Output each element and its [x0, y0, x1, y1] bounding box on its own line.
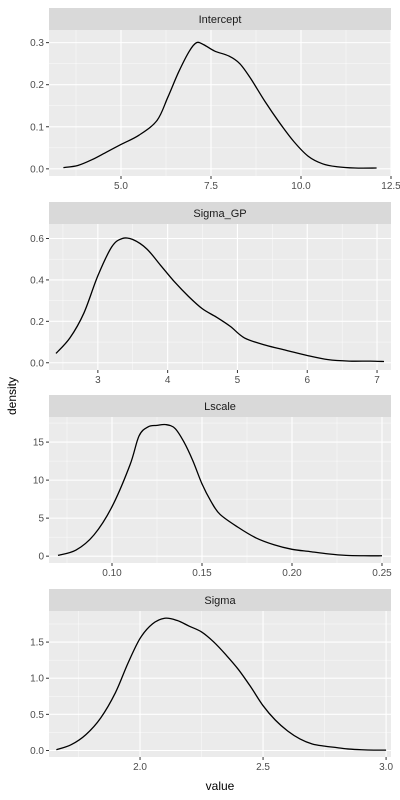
panel-background — [49, 417, 391, 563]
facet-strip — [49, 8, 391, 30]
x-tick-label: 2.0 — [133, 762, 147, 773]
facet-strip-title: Sigma — [204, 595, 236, 607]
y-tick-label: 0.0 — [30, 358, 44, 369]
y-tick-label: 0.0 — [30, 746, 44, 757]
facet-strip-title: Intercept — [199, 14, 242, 26]
facet-panel-sigma-gp: Sigma_GP 3 4 5 6 7 0.0 0.2 0.4 0.6 — [30, 202, 391, 386]
panel-background — [49, 611, 391, 757]
x-tick-label: 4 — [165, 375, 171, 386]
y-tick-label: 1.0 — [30, 674, 44, 685]
y-tick-label: 15 — [33, 438, 45, 449]
y-tick-label: 0.6 — [30, 234, 44, 245]
y-tick-label: 0.4 — [30, 275, 44, 286]
y-tick-label: 0.2 — [30, 80, 44, 91]
x-tick-label: 3.0 — [379, 762, 393, 773]
y-axis-title: density — [5, 377, 19, 415]
y-tick-label: 0 — [38, 552, 44, 563]
x-tick-label: 10.0 — [291, 181, 311, 192]
x-tick-label: 7.5 — [204, 181, 218, 192]
x-tick-label: 6 — [304, 375, 310, 386]
facet-panels: Intercept 5.0 7.5 10.0 12.5 0.0 0.1 0.2 0.3 Sigma… — [30, 8, 400, 773]
x-tick-label: 2.5 — [256, 762, 270, 773]
facet-strip — [49, 395, 391, 417]
y-tick-label: 0.3 — [30, 38, 44, 49]
x-tick-label: 3 — [95, 375, 101, 386]
x-tick-label: 0.10 — [102, 568, 122, 579]
facet-strip-title: Sigma_GP — [193, 208, 246, 220]
density-curve — [57, 423, 383, 557]
x-tick-label: 5.0 — [114, 181, 128, 192]
y-tick-label: 0.2 — [30, 317, 44, 328]
y-tick-label: 0.5 — [30, 710, 44, 721]
y-tick-label: 10 — [33, 476, 45, 487]
y-tick-label: 1.5 — [30, 638, 44, 649]
x-tick-label: 7 — [374, 375, 380, 386]
density-curve — [63, 41, 377, 169]
facet-panel-lscale: Lscale 0.10 0.15 0.20 0.25 0 5 10 15 — [33, 395, 392, 579]
facet-panel-intercept: Intercept 5.0 7.5 10.0 12.5 0.0 0.1 0.2 0.3 — [30, 8, 400, 192]
x-axis-title: value — [206, 779, 235, 793]
x-tick-label: 5 — [235, 375, 241, 386]
x-tick-label: 0.15 — [192, 568, 212, 579]
x-tick-label: 12.5 — [381, 181, 400, 192]
density-curve — [56, 617, 387, 751]
x-tick-label: 0.25 — [372, 568, 392, 579]
facet-strip — [49, 589, 391, 611]
facet-strip — [49, 202, 391, 224]
y-tick-label: 0.1 — [30, 122, 44, 133]
x-tick-label: 0.20 — [282, 568, 302, 579]
panel-background — [49, 224, 391, 370]
density-curve — [55, 237, 385, 363]
facet-panel-sigma: Sigma 2.0 2.5 3.0 0.0 0.5 1.0 1.5 — [30, 589, 393, 773]
y-tick-label: 5 — [38, 514, 44, 525]
y-tick-label: 0.0 — [30, 164, 44, 175]
panel-background — [49, 30, 391, 176]
facet-strip-title: Lscale — [204, 401, 236, 413]
